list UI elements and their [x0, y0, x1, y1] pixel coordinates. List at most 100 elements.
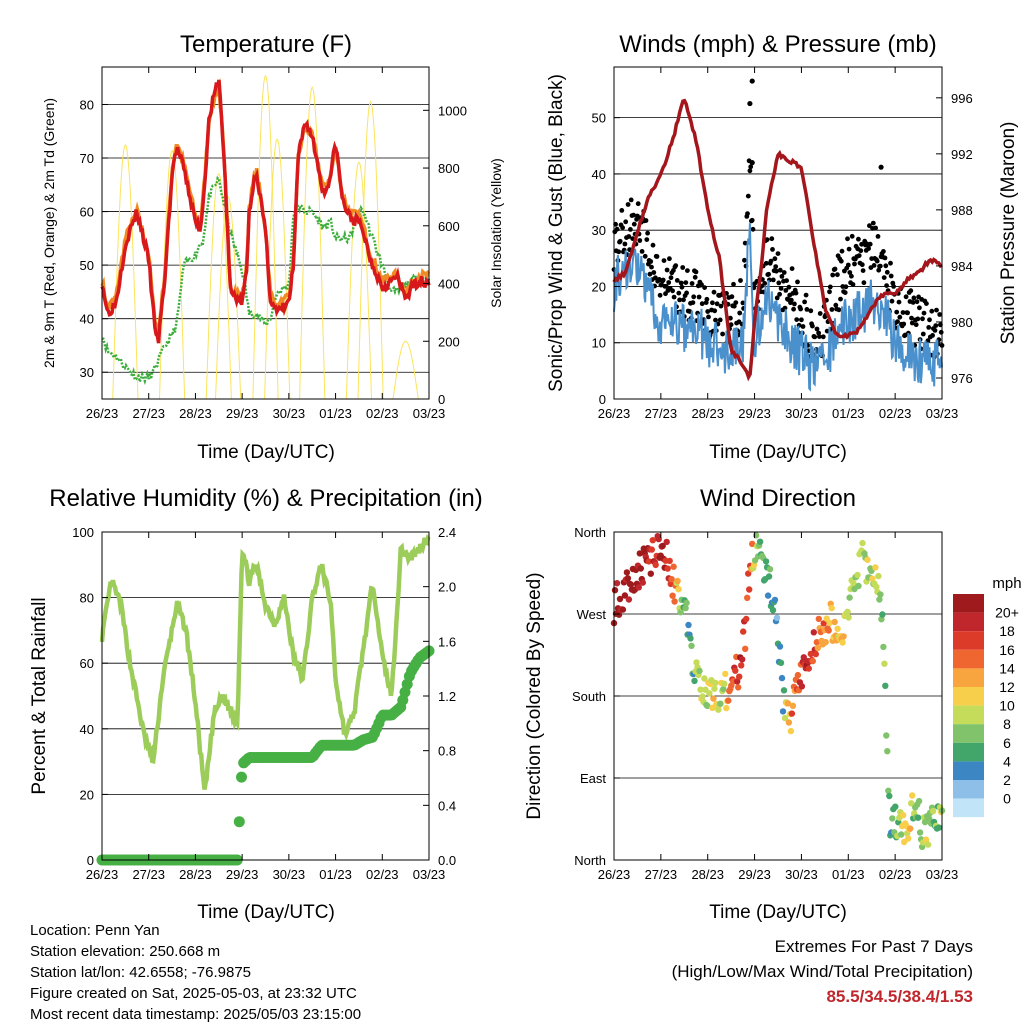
- gust-point: [668, 275, 674, 281]
- gust-point: [714, 301, 720, 307]
- gust-point: [833, 302, 839, 308]
- most-recent-timestamp: Most recent data timestamp: 2025/05/03 2…: [30, 1006, 362, 1023]
- direction-point: [613, 580, 621, 587]
- gust-point: [742, 240, 748, 246]
- direction-point: [725, 697, 732, 704]
- colorbar-label: 2: [1003, 772, 1011, 788]
- temperature-y-tick-label: 30: [80, 365, 94, 380]
- gust-point: [820, 334, 826, 340]
- gust-point: [649, 264, 654, 270]
- gust-point: [777, 267, 783, 273]
- direction-point: [615, 611, 623, 618]
- gust-point: [774, 268, 779, 274]
- temperature-x-tick-label: 27/23: [132, 406, 165, 421]
- gust-point: [888, 260, 893, 266]
- gust-point: [626, 234, 632, 239]
- gust-point: [645, 230, 650, 236]
- gust-point: [642, 253, 648, 259]
- temperature-y-tick-label: 40: [80, 312, 94, 327]
- gust-series: [611, 78, 945, 361]
- colorbar-label: 8: [1003, 716, 1011, 732]
- gust-point: [635, 201, 641, 207]
- gust-point: [623, 219, 629, 225]
- gust-point: [643, 218, 649, 223]
- gust-point: [699, 282, 704, 287]
- direction-point: [880, 643, 887, 651]
- gust-point: [654, 254, 660, 259]
- gust-point: [884, 283, 889, 288]
- temperature-x-tick-label: 30/23: [273, 406, 306, 421]
- humidity-x-tick-label: 26/23: [86, 867, 119, 882]
- gust-point: [930, 333, 935, 338]
- gust-point: [651, 270, 657, 275]
- extremes-subtitle: (High/Low/Max Wind/Total Precipitation): [671, 962, 973, 981]
- direction-point: [699, 693, 706, 700]
- gust-point: [628, 227, 633, 232]
- direction-point: [766, 566, 774, 573]
- gust-point: [926, 325, 932, 330]
- humidity-y-tick-label: 100: [72, 525, 94, 540]
- direction-point: [711, 685, 718, 692]
- gust-point: [858, 248, 864, 254]
- precip-y2-tick-label: 2.0: [438, 580, 456, 595]
- gust-point: [882, 255, 888, 261]
- gust-point: [670, 288, 675, 294]
- direction-point: [652, 561, 659, 569]
- gust-point: [676, 290, 682, 296]
- humidity-gridlines: [102, 531, 429, 861]
- gust-point: [673, 263, 679, 268]
- gust-point: [696, 294, 702, 300]
- gust-point: [762, 281, 768, 286]
- direction-point: [820, 620, 827, 627]
- wind-direction-panel: Wind Direction 26/23 27/23 28/23 29/23 30/23…: [524, 485, 1022, 923]
- temperature-series: [100, 77, 431, 386]
- direction-point: [881, 660, 888, 667]
- gust-point: [661, 258, 667, 263]
- humidity-y-tick-label: 0: [87, 853, 94, 868]
- gust-point: [666, 280, 672, 285]
- gust-point: [905, 310, 910, 316]
- direction-point: [619, 606, 627, 613]
- gust-point: [648, 259, 654, 264]
- humidity-x-tick-label: 03/23: [413, 867, 446, 882]
- gust-point: [674, 278, 680, 283]
- gust-point: [705, 309, 711, 314]
- temperature-x-tick-label: 02/23: [366, 406, 399, 421]
- gust-point: [690, 300, 696, 305]
- direction-point: [645, 558, 652, 565]
- winds-x-tick-label: 29/23: [738, 406, 771, 421]
- gust-point: [920, 331, 926, 337]
- humidity-x-tick-label: 29/23: [226, 867, 259, 882]
- winds-plot-frame: [613, 66, 943, 400]
- gust-point: [617, 238, 623, 244]
- solar-arch: [357, 100, 384, 400]
- gust-point: [881, 275, 887, 280]
- direction-point: [649, 537, 656, 544]
- pressure-line: [612, 98, 943, 382]
- gust-point: [838, 258, 844, 264]
- direction-point: [736, 673, 743, 680]
- direction-point: [935, 824, 943, 831]
- gust-point: [777, 291, 782, 297]
- gust-point: [843, 284, 849, 290]
- pressure-y2-tick-label: 976: [951, 371, 973, 386]
- gust-point: [689, 281, 695, 286]
- gust-point: [764, 237, 770, 243]
- colorbar-swatch: [953, 724, 984, 743]
- gust-point: [894, 309, 900, 315]
- gust-point: [861, 280, 867, 286]
- gust-point: [808, 308, 814, 314]
- gust-point: [622, 241, 628, 247]
- gust-point: [749, 217, 755, 223]
- solar-y-axis-label: Solar Insolation (Yellow): [488, 158, 504, 308]
- direction-point: [900, 812, 907, 819]
- direction-point: [671, 598, 678, 605]
- direction-point: [715, 706, 722, 713]
- gust-point: [888, 273, 894, 279]
- gust-point: [620, 225, 625, 231]
- wind-series: [613, 223, 943, 392]
- humidity-axes: 26/23 27/23 28/23 29/23 30/23 01/23 02/23 03/23…: [72, 525, 456, 882]
- direction-point: [922, 836, 930, 843]
- gust-point: [896, 299, 902, 305]
- gust-point: [847, 270, 853, 275]
